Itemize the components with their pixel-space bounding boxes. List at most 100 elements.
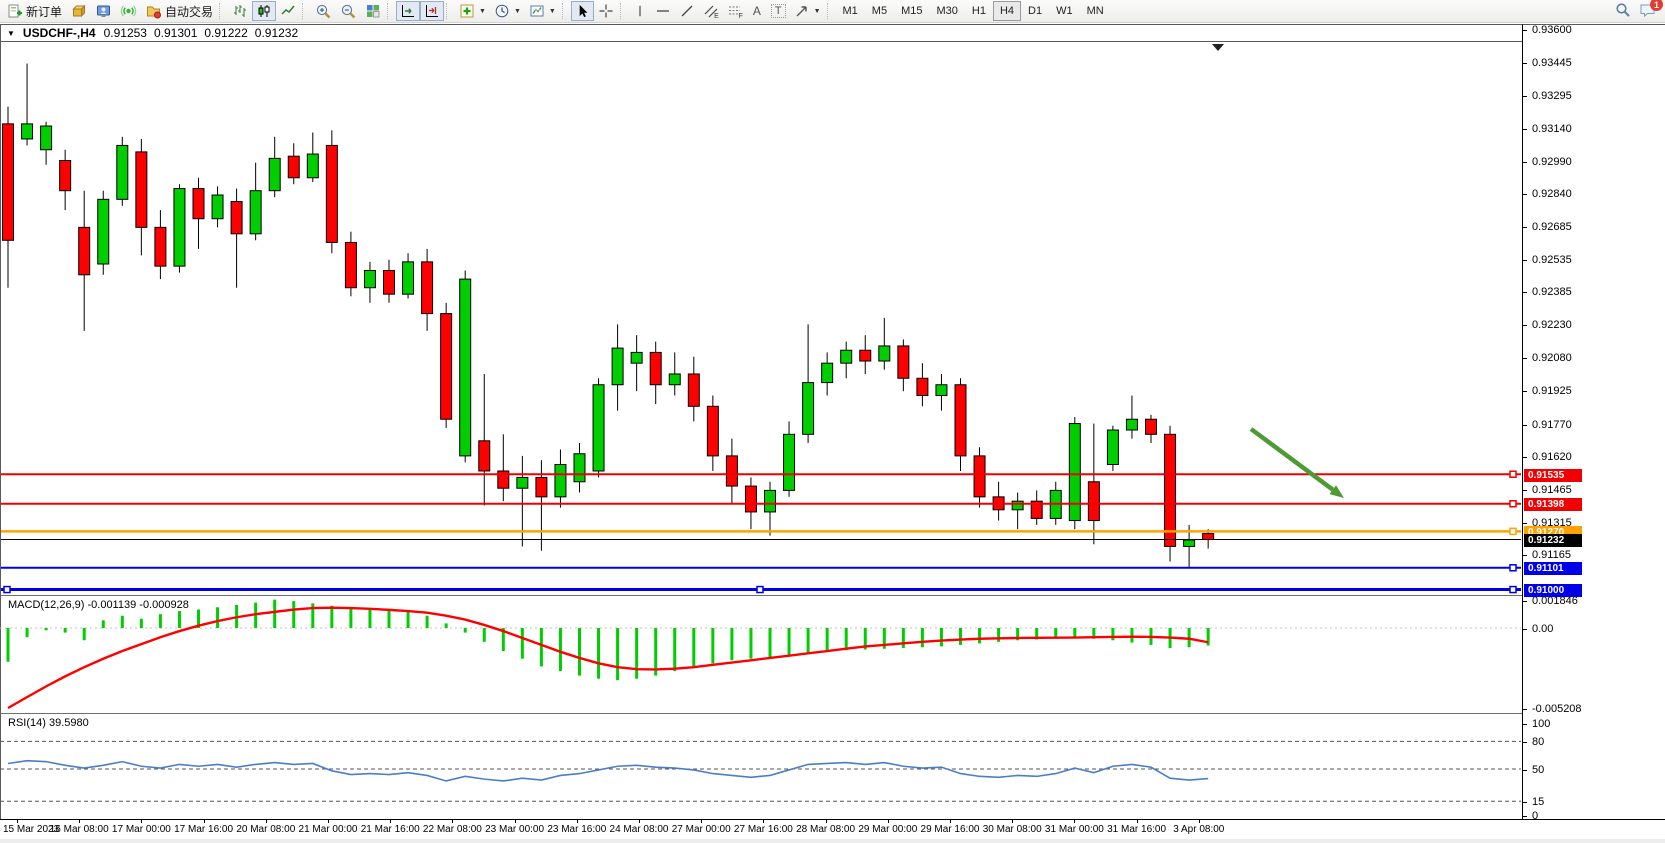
time-tick-label: 27 Mar 16:00 bbox=[733, 824, 793, 835]
chart-shift-button[interactable] bbox=[420, 1, 445, 21]
price-tick-mark bbox=[1523, 456, 1527, 458]
chart-title-bar[interactable]: ▼ USDCHF-,H4 0.91253 0.91301 0.91222 0.9… bbox=[0, 24, 1522, 42]
market-watch-button[interactable] bbox=[66, 1, 91, 21]
price-tick-mark bbox=[1523, 391, 1527, 393]
channel-sub-label: E bbox=[714, 13, 719, 20]
price-tick-mark bbox=[1523, 259, 1527, 261]
auto-scroll-icon bbox=[402, 5, 415, 17]
toolbar-separator bbox=[446, 3, 451, 19]
horizontal-line-button[interactable] bbox=[651, 1, 675, 21]
time-tick-mark bbox=[1074, 820, 1076, 823]
price-tick-mark bbox=[1523, 161, 1527, 163]
time-tick-mark bbox=[1012, 820, 1014, 823]
rsi-axis-label: 80 bbox=[1532, 736, 1545, 749]
price-tick-label: 0.93295 bbox=[1532, 89, 1572, 102]
chevron-down-icon: ▼ bbox=[813, 7, 821, 15]
indicators-button[interactable]: ▼ bbox=[455, 1, 490, 21]
tab-timeframe-m30[interactable]: M30 bbox=[936, 5, 958, 17]
signals-button[interactable] bbox=[116, 1, 141, 21]
macd-label: MACD(12,26,9) -0.001139 -0.000928 bbox=[8, 599, 189, 611]
fibonacci-button[interactable]: F bbox=[723, 1, 747, 21]
autotrade-label: 自动交易 bbox=[165, 4, 214, 19]
panel-splitter[interactable] bbox=[0, 713, 1522, 714]
text-label-button[interactable]: T bbox=[767, 1, 790, 21]
auto-scroll-button[interactable] bbox=[396, 1, 421, 21]
crosshair-button[interactable] bbox=[594, 1, 618, 21]
time-axis[interactable]: 15 Mar 2023 16 Mar 08:00 17 Mar 00:00 17 Ma… bbox=[0, 819, 1665, 839]
timeframe-group: M1 M5 M15 M30 H1 H4 D1 W1 MN bbox=[836, 1, 1111, 21]
tab-timeframe-m1[interactable]: M1 bbox=[842, 5, 858, 17]
zoom-in-button[interactable] bbox=[311, 1, 336, 21]
trendline-button[interactable] bbox=[675, 1, 699, 21]
new-order-label: 新订单 bbox=[26, 4, 63, 19]
price-line-tag: 0.91232 bbox=[1524, 534, 1582, 548]
main-chart-area[interactable] bbox=[0, 42, 1522, 595]
horizontal-line-icon bbox=[656, 10, 669, 12]
price-axis[interactable]: 0.93600 0.93445 0.93295 0.93140 0.92990 0.928… bbox=[1522, 24, 1665, 822]
price-tick-label: 0.91465 bbox=[1532, 484, 1572, 497]
time-tick-label: 23 Mar 16:00 bbox=[547, 824, 607, 835]
rsi-panel[interactable] bbox=[0, 714, 1522, 819]
templates-button[interactable]: ▼ bbox=[525, 1, 560, 21]
ohlc-low: 0.91222 bbox=[204, 26, 248, 40]
tab-timeframe-d1[interactable]: D1 bbox=[1028, 5, 1043, 17]
macd-axis-tick-mark bbox=[1523, 600, 1527, 602]
tile-windows-button[interactable] bbox=[361, 1, 385, 21]
price-tick-label: 0.92080 bbox=[1532, 351, 1572, 364]
time-tick-label: 16 Mar 08:00 bbox=[49, 824, 109, 835]
tab-timeframe-h4[interactable]: H4 bbox=[992, 1, 1022, 21]
candlestick-chart-button[interactable] bbox=[252, 1, 277, 21]
price-tick-mark bbox=[1523, 30, 1527, 31]
rsi-axis-tick-mark bbox=[1523, 816, 1527, 817]
macd-axis-label: -0.005208 bbox=[1532, 702, 1582, 715]
time-tick-mark bbox=[390, 820, 392, 823]
cursor-button[interactable] bbox=[570, 1, 594, 21]
tile-windows-icon bbox=[367, 5, 380, 18]
zoom-out-button[interactable] bbox=[336, 1, 361, 21]
time-tick-label: 24 Mar 08:00 bbox=[609, 824, 669, 835]
time-tick-label: 3 Apr 08:00 bbox=[1173, 824, 1225, 835]
text-tool-button[interactable]: A bbox=[747, 1, 767, 21]
channel-icon bbox=[704, 5, 718, 18]
notifications-button[interactable]: 1 bbox=[1639, 0, 1663, 18]
macd-panel[interactable] bbox=[0, 596, 1522, 713]
text-tool-icon: A bbox=[752, 4, 761, 18]
tab-timeframe-mn[interactable]: MN bbox=[1086, 5, 1104, 17]
arrows-tool-button[interactable]: ▼ bbox=[790, 1, 825, 21]
price-tick-label: 0.91925 bbox=[1532, 385, 1572, 398]
price-tick-mark bbox=[1523, 95, 1527, 97]
new-order-button[interactable]: 新订单 bbox=[3, 1, 66, 21]
time-tick-mark bbox=[763, 820, 765, 823]
panel-splitter[interactable] bbox=[0, 595, 1522, 596]
equidistant-channel-button[interactable]: E bbox=[699, 1, 723, 21]
autotrade-button[interactable]: 自动交易 bbox=[141, 1, 217, 21]
toolbar-separator bbox=[826, 3, 832, 19]
chart-dropdown-icon[interactable]: ▼ bbox=[7, 28, 15, 38]
periods-button[interactable]: ▼ bbox=[490, 1, 525, 21]
zoom-out-icon bbox=[341, 4, 356, 18]
time-tick-label: 17 Mar 16:00 bbox=[174, 824, 234, 835]
tab-timeframe-w1[interactable]: W1 bbox=[1056, 5, 1073, 17]
tab-timeframe-m15[interactable]: M15 bbox=[901, 5, 923, 17]
time-tick-label: 22 Mar 08:00 bbox=[422, 824, 482, 835]
price-tick-mark bbox=[1523, 291, 1527, 293]
tab-timeframe-m5[interactable]: M5 bbox=[871, 5, 888, 17]
time-tick-mark bbox=[639, 820, 640, 823]
line-chart-button[interactable] bbox=[276, 1, 300, 21]
fibonacci-icon bbox=[728, 6, 740, 15]
chevron-down-icon: ▼ bbox=[548, 7, 556, 15]
tab-timeframe-h1[interactable]: H1 bbox=[971, 5, 986, 17]
ohlc-close: 0.91232 bbox=[254, 26, 299, 40]
trendline-icon bbox=[681, 5, 693, 17]
candlestick-chart-icon bbox=[258, 5, 270, 17]
bar-chart-button[interactable] bbox=[228, 1, 252, 21]
data-window-button[interactable] bbox=[91, 1, 116, 21]
price-tick-mark bbox=[1523, 357, 1527, 359]
time-tick-label: 29 Mar 16:00 bbox=[920, 824, 980, 835]
rsi-axis-label: 15 bbox=[1532, 796, 1545, 809]
crosshair-icon bbox=[599, 4, 613, 18]
vertical-line-button[interactable] bbox=[629, 1, 651, 21]
template-icon bbox=[530, 5, 544, 17]
search-icon[interactable] bbox=[1615, 2, 1631, 18]
price-tick-label: 0.93140 bbox=[1532, 123, 1572, 136]
